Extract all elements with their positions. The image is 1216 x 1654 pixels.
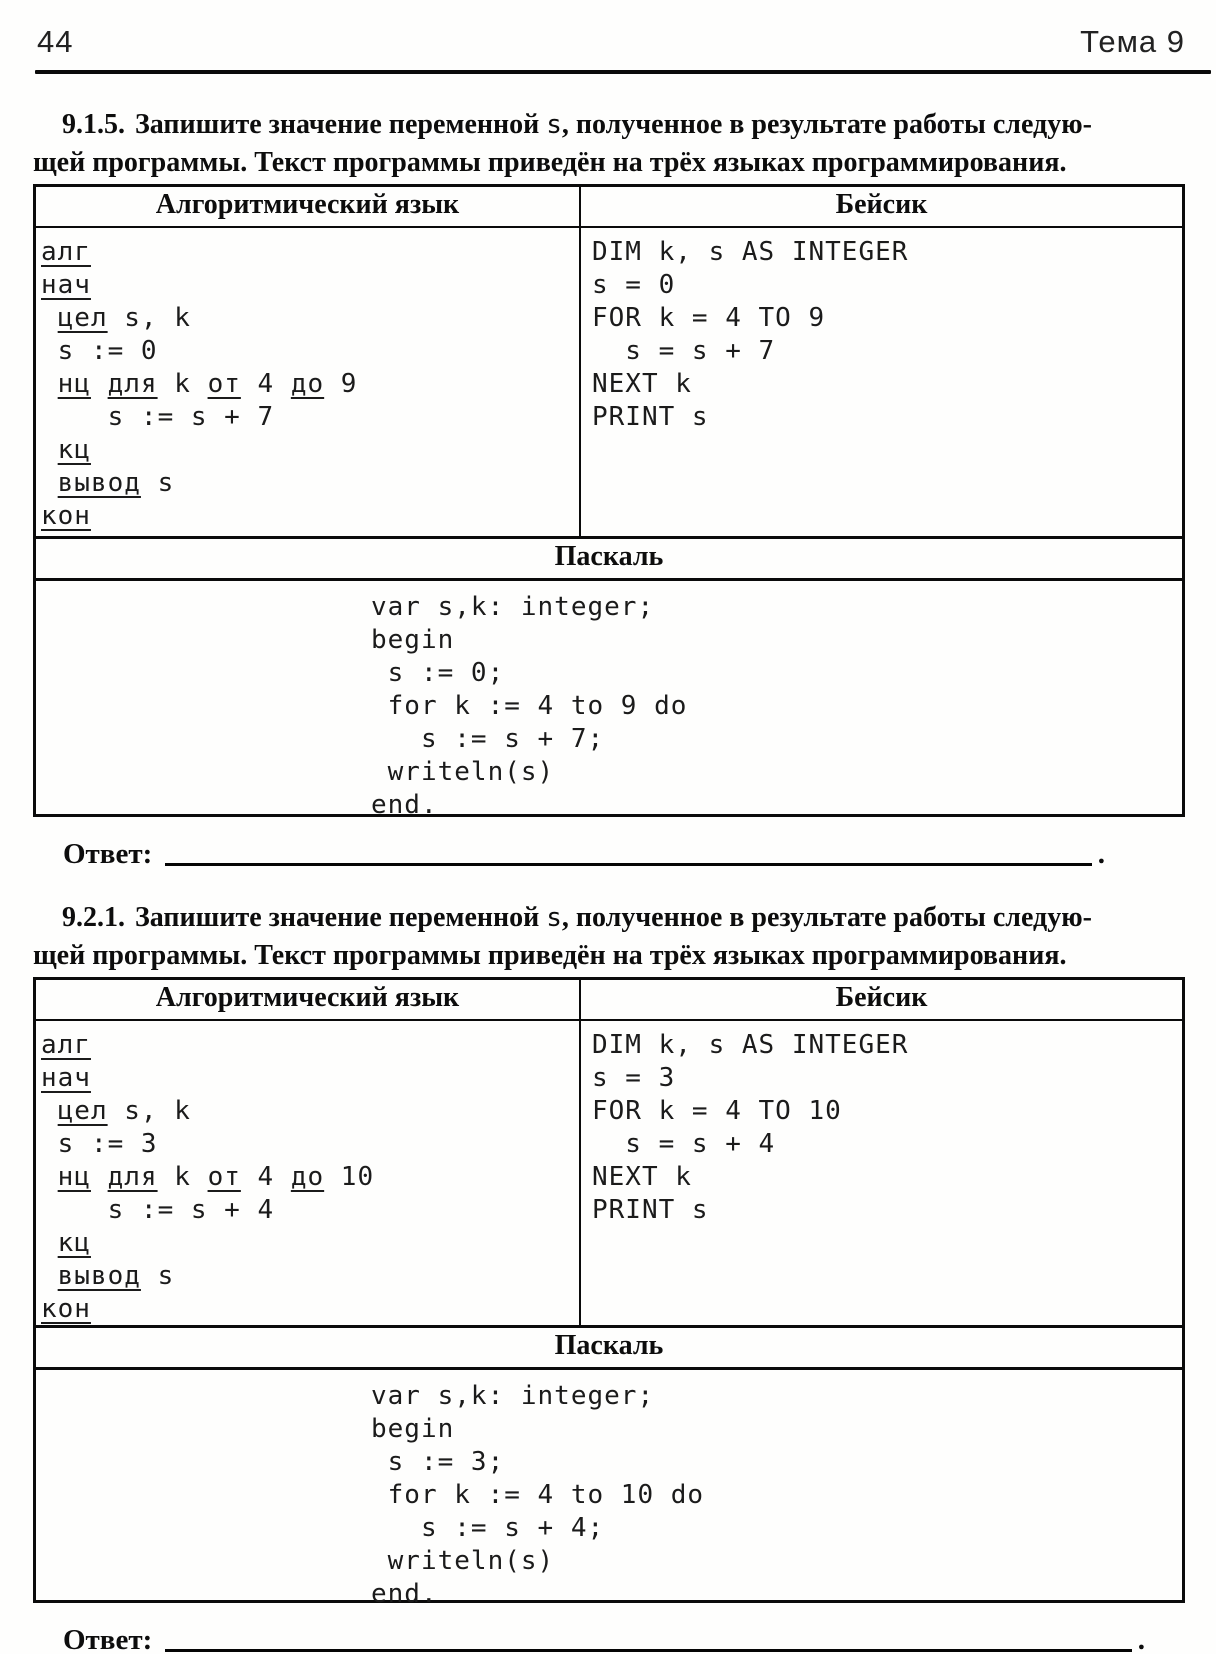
code-line: for k := 4 to 10 do: [371, 1480, 705, 1510]
page-header: 44 Тема 9: [33, 24, 1185, 60]
code-line: кон: [41, 1294, 91, 1324]
code-line: NEXT k: [592, 369, 692, 399]
header-pascal: Паскаль: [36, 1328, 1182, 1370]
program-table-9-1-5: Алгоритмический язык Бейсик алг нач цел s…: [33, 184, 1185, 820]
statement-text: Запишите значение переменной: [135, 902, 547, 933]
code-line: FOR k = 4 TO 10: [592, 1096, 842, 1126]
header-basic: Бейсик: [835, 189, 928, 220]
task-statement-line1: 9.2.1. Запишите значение переменной s, по…: [33, 899, 1185, 937]
code-line: алг: [41, 237, 91, 267]
code-line: цел s, k: [57, 1096, 191, 1126]
code-line: var s,k: integer;: [371, 1381, 655, 1411]
code-line: for k := 4 to 9 do: [371, 691, 688, 721]
algorithmic-code: алг нач цел s, k s := 3 нц для k от 4 до …: [36, 1021, 581, 1325]
task-number: 9.1.5.: [62, 109, 125, 140]
code-line: s := s + 4;: [371, 1513, 605, 1543]
code-line: вывод s: [57, 1261, 175, 1291]
code-line: кц: [57, 435, 91, 465]
pascal-code: var s,k: integer; begin s := 3; for k := …: [36, 1370, 1182, 1609]
code-line: нц для k от 4 до 10: [57, 1162, 375, 1192]
answer-period: .: [1137, 1624, 1145, 1654]
page-number: 44: [37, 24, 74, 59]
code-line: нач: [41, 1063, 91, 1093]
task-statement-line2: щей программы. Текст программы приведён …: [33, 147, 1067, 178]
code-row: алг нач цел s, k s := 3 нц для k от 4 до …: [36, 1021, 1182, 1328]
algorithmic-code: алг нач цел s, k s := 0 нц для k от 4 до …: [36, 228, 581, 536]
task-statement-line1: 9.1.5. Запишите значение переменной s, по…: [33, 106, 1185, 144]
answer-label: Ответ:: [63, 1624, 153, 1654]
statement-text: , полученное в результате работы следую-: [561, 902, 1092, 933]
code-line: кон: [41, 501, 91, 531]
code-line: s := s + 4: [41, 1195, 275, 1225]
basic-code: DIM k, s AS INTEGER s = 0 FOR k = 4 TO 9 s…: [581, 228, 1182, 536]
code-line: end.: [371, 1579, 438, 1609]
code-line: DIM k, s AS INTEGER: [592, 1030, 909, 1060]
code-line: s = 3: [592, 1063, 676, 1093]
header-algorithmic-language: Алгоритмический язык: [36, 980, 581, 1019]
code-line: PRINT s: [592, 1195, 709, 1225]
answer-label: Ответ:: [63, 838, 153, 870]
code-line: нц для k от 4 до 9: [57, 369, 358, 399]
code-line: цел s, k: [57, 303, 191, 333]
variable-s: s: [546, 903, 562, 933]
code-line: s = 0: [592, 270, 676, 300]
statement-text: Запишите значение переменной: [135, 109, 547, 140]
code-row: алг нач цел s, k s := 0 нц для k от 4 до …: [36, 228, 1182, 539]
answer-row-9-1-5: Ответ: .: [33, 838, 1185, 871]
variable-s: s: [546, 110, 562, 140]
header-rule: [35, 70, 1211, 74]
code-line: writeln(s): [371, 1546, 555, 1576]
code-line: begin: [371, 1414, 455, 1444]
header-basic: Бейсик: [835, 982, 928, 1013]
code-line: var s,k: integer;: [371, 592, 655, 622]
code-line: DIM k, s AS INTEGER: [592, 237, 909, 267]
answer-period: .: [1097, 838, 1105, 870]
code-line: кц: [57, 1228, 91, 1258]
header-pascal: Паскаль: [36, 539, 1182, 581]
code-line: s := 3: [41, 1129, 158, 1159]
task-statement-9-2-1: 9.2.1. Запишите значение переменной s, по…: [33, 899, 1185, 975]
code-line: s = s + 7: [592, 336, 776, 366]
topic-label: Тема 9: [1080, 24, 1185, 59]
code-line: FOR k = 4 TO 9: [592, 303, 826, 333]
code-line: алг: [41, 1030, 91, 1060]
code-line: s := 3;: [371, 1447, 505, 1477]
code-line: s := s + 7;: [371, 724, 605, 754]
code-line: s := s + 7: [41, 402, 275, 432]
code-line: end.: [371, 790, 438, 820]
pascal-code: var s,k: integer; begin s := 0; for k := …: [36, 581, 1182, 820]
task-statement-9-1-5: 9.1.5. Запишите значение переменной s, по…: [33, 106, 1185, 182]
table-header-row: Алгоритмический язык Бейсик: [36, 187, 1182, 228]
table-header-row: Алгоритмический язык Бейсик: [36, 980, 1182, 1021]
answer-blank-line: [165, 1627, 1132, 1652]
answer-row-9-2-1: Ответ: .: [33, 1624, 1185, 1654]
basic-code: DIM k, s AS INTEGER s = 3 FOR k = 4 TO 10 …: [581, 1021, 1182, 1325]
code-line: s := 0;: [371, 658, 505, 688]
code-line: begin: [371, 625, 455, 655]
code-line: s = s + 4: [592, 1129, 776, 1159]
task-statement-line2: щей программы. Текст программы приведён …: [33, 940, 1067, 971]
answer-blank-line: [165, 841, 1092, 866]
program-table-9-2-1: Алгоритмический язык Бейсик алг нач цел s…: [33, 977, 1185, 1609]
code-line: PRINT s: [592, 402, 709, 432]
header-algorithmic-language: Алгоритмический язык: [36, 187, 581, 226]
code-line: NEXT k: [592, 1162, 692, 1192]
code-line: нач: [41, 270, 91, 300]
task-number: 9.2.1.: [62, 902, 125, 933]
statement-text: , полученное в результате работы следую-: [561, 109, 1092, 140]
code-line: writeln(s): [371, 757, 555, 787]
code-line: s := 0: [41, 336, 158, 366]
code-line: вывод s: [57, 468, 175, 498]
